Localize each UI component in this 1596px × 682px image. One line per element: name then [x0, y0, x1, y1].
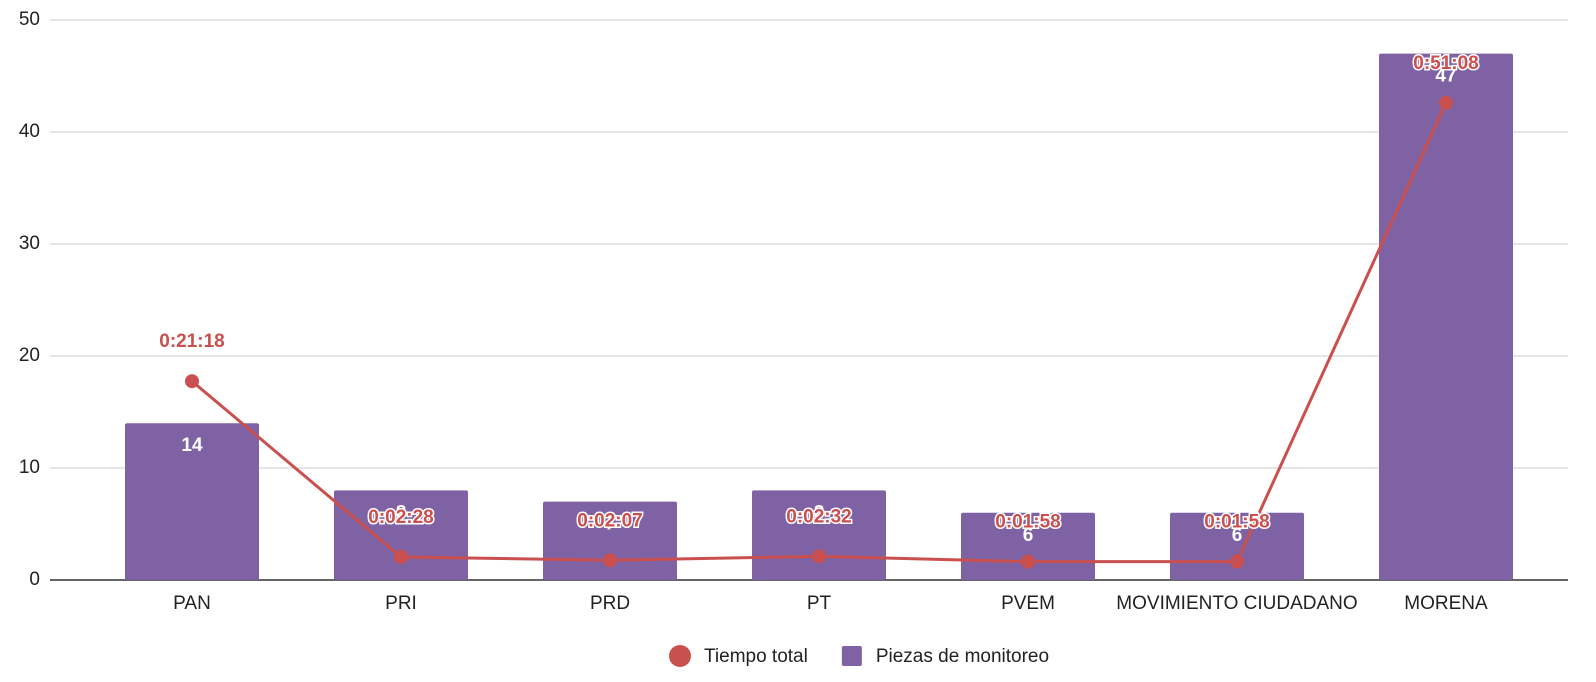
- y-tick-label: 20: [19, 345, 40, 366]
- legend-label: Tiempo total: [704, 646, 808, 667]
- line-value-label: 0:02:32: [786, 506, 852, 527]
- legend-marker: [841, 646, 862, 666]
- bar-value-label: 8: [396, 502, 407, 523]
- bar-value-label: 14: [181, 435, 203, 456]
- bar-value-label: 7: [605, 514, 616, 535]
- line-value-label: 0:51:08: [1413, 53, 1479, 74]
- bar-value-label: 8: [814, 502, 825, 523]
- y-tick-label: 30: [19, 233, 40, 254]
- x-tick-label: MORENA: [1404, 593, 1488, 614]
- bar: [961, 512, 1095, 580]
- line-point: [1439, 95, 1453, 110]
- line-point: [185, 374, 199, 389]
- bar: [1170, 512, 1304, 580]
- line-value-label: 0:02:07: [577, 510, 643, 531]
- x-tick-label: PVEM: [1001, 593, 1055, 614]
- bar-value-label: 6: [1232, 525, 1243, 546]
- y-tick-label: 40: [19, 121, 40, 142]
- line-point: [1021, 554, 1035, 569]
- line-point: [394, 549, 408, 564]
- line-value-label: 0:01:58: [1204, 512, 1270, 533]
- line-value-label: 0:01:58: [995, 512, 1061, 533]
- line-value-label: 0:21:18: [159, 331, 225, 352]
- y-tick-label: 10: [19, 457, 40, 478]
- x-tick-label: PAN: [173, 593, 211, 614]
- y-tick-label: 0: [29, 569, 40, 590]
- bar-value-label: 6: [1023, 525, 1034, 546]
- x-tick-label: PRI: [385, 593, 417, 614]
- y-tick-label: 50: [19, 9, 40, 30]
- x-tick-label: MOVIMIENTO CIUDADANO: [1116, 593, 1357, 614]
- x-tick-label: PRD: [590, 593, 630, 614]
- x-tick-label: PT: [807, 593, 832, 614]
- legend-label: Piezas de monitoreo: [876, 646, 1049, 667]
- legend-marker: [669, 645, 691, 667]
- bar: [1379, 53, 1513, 581]
- bar-value-label: 47: [1435, 66, 1456, 87]
- line-point: [603, 553, 617, 568]
- line-point: [812, 549, 826, 564]
- line-value-label: 0:02:28: [368, 507, 434, 528]
- bar: [125, 423, 259, 580]
- line-point: [1230, 554, 1244, 569]
